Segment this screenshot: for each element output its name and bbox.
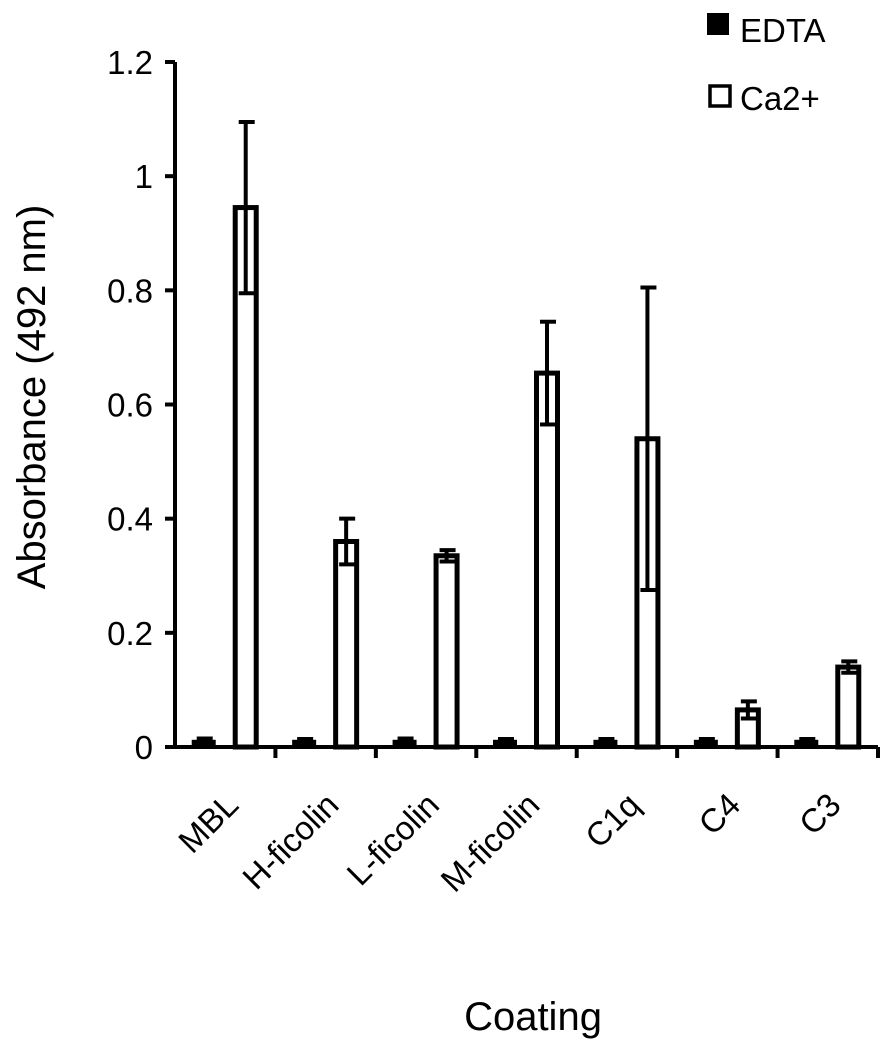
x-tick-label: C1q <box>578 786 647 855</box>
x-tick-label: L-ficolin <box>339 786 446 893</box>
bar-ca-l-ficolin <box>433 553 460 750</box>
legend-label-ca: Ca2+ <box>740 80 820 117</box>
axes-layer <box>165 60 880 758</box>
error-bar-edta-c1q <box>598 737 615 746</box>
y-tick-label: 0.2 <box>107 615 153 652</box>
tick-labels-layer: 0 0.2 0.4 0.6 0.8 1 1.2 MBLH-ficolinL-ficolinM-… <box>107 44 848 899</box>
error-bar-edta-mbl <box>196 736 213 747</box>
bar-ca-h-ficolin <box>333 539 360 750</box>
bar-ca-c3 <box>835 664 862 750</box>
x-tick-label: C4 <box>691 786 747 842</box>
bar-ca-m-ficolin <box>534 370 560 750</box>
error-bar-edta-c4 <box>698 737 715 746</box>
legend-swatch-ca <box>708 84 732 108</box>
legend-swatch-edta <box>707 13 729 35</box>
y-tick-label: 0.8 <box>107 272 153 309</box>
error-bar-edta-c3 <box>799 737 816 746</box>
error-bars-layer <box>196 119 858 747</box>
error-bar-edta-m-ficolin <box>498 737 514 746</box>
bars-layer <box>191 205 862 750</box>
error-bar-ca-m-ficolin <box>540 319 556 427</box>
x-tick-label: MBL <box>171 786 245 860</box>
error-bar-edta-l-ficolin <box>397 736 414 747</box>
y-tick-label: 1.2 <box>107 44 153 81</box>
error-bar-ca-mbl <box>238 119 255 296</box>
legend-label-edta: EDTA <box>740 12 826 49</box>
legend: EDTA Ca2+ <box>707 12 826 117</box>
x-tick-label: H-ficolin <box>235 786 345 896</box>
y-tick-label: 0.6 <box>107 387 153 424</box>
error-bar-ca-c3 <box>841 659 858 675</box>
error-bar-ca-h-ficolin <box>339 516 356 567</box>
error-bar-ca-c4 <box>740 699 757 721</box>
y-tick-label: 0 <box>135 729 153 766</box>
x-tick-label: C3 <box>792 786 848 842</box>
x-axis-title: Coating <box>464 995 602 1039</box>
error-bar-ca-c1q <box>640 285 657 593</box>
y-tick-label: 0.4 <box>107 501 153 538</box>
error-bar-ca-l-ficolin <box>439 548 456 564</box>
x-tick-label: M-ficolin <box>433 786 546 899</box>
y-tick-label: 1 <box>135 158 153 195</box>
y-axis-title: Absorbance (492 nm) <box>10 205 54 590</box>
error-bar-edta-h-ficolin <box>297 737 314 746</box>
